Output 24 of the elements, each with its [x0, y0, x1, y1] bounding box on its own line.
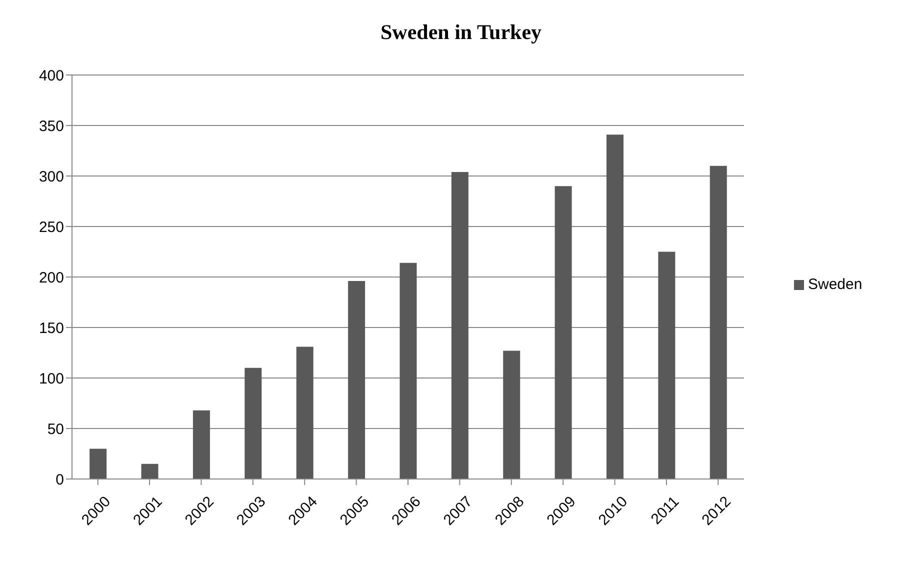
- y-tick-label: 350: [38, 118, 64, 135]
- y-tick-label: 50: [47, 420, 64, 438]
- y-tick-label: 200: [38, 269, 64, 286]
- legend-label: Sweden: [808, 276, 862, 293]
- bar: [606, 134, 624, 479]
- y-tick-label: 150: [38, 320, 64, 337]
- y-tick-label: 300: [38, 168, 64, 186]
- y-tick-label: 400: [38, 67, 64, 84]
- bar: [451, 172, 468, 479]
- bar: [192, 410, 210, 479]
- bar: [244, 368, 262, 479]
- bar: [710, 166, 727, 479]
- bar: [141, 464, 158, 479]
- bar: [554, 186, 572, 479]
- bar: [348, 281, 366, 479]
- bar: [400, 262, 417, 479]
- bar: [503, 350, 520, 479]
- bar: [658, 252, 676, 479]
- bar: [296, 346, 314, 479]
- chart-title: Sweden in Turkey: [379, 20, 543, 45]
- y-tick-label: 100: [38, 370, 64, 388]
- y-tick-label: 0: [56, 471, 64, 488]
- bar: [90, 448, 107, 479]
- y-tick-label: 250: [38, 218, 64, 236]
